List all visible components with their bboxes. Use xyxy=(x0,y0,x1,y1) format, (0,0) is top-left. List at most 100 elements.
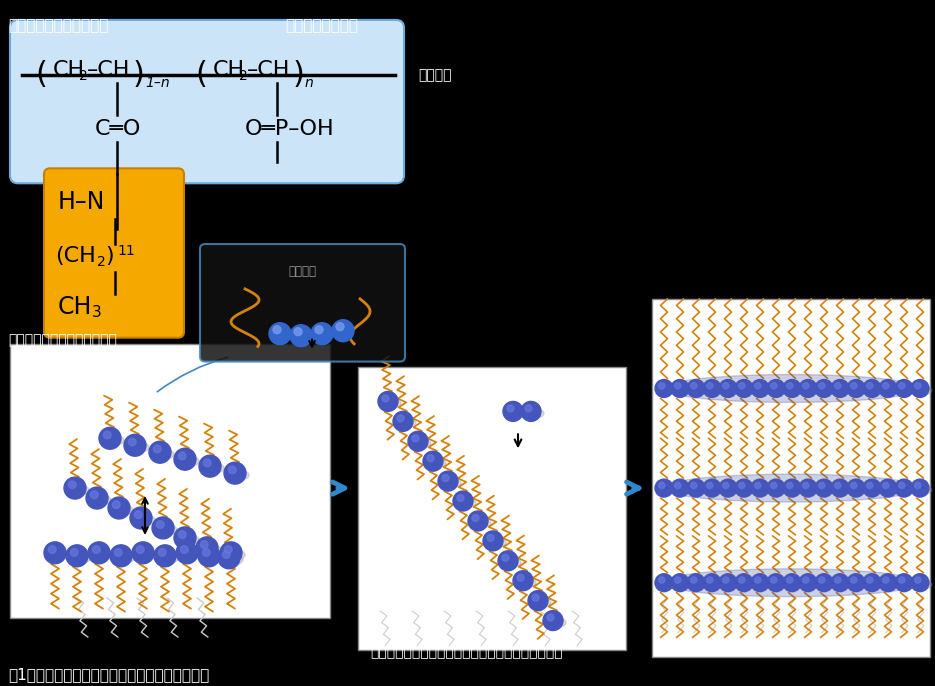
Circle shape xyxy=(156,521,165,528)
Text: CH: CH xyxy=(53,60,85,80)
Circle shape xyxy=(224,545,232,554)
Circle shape xyxy=(204,459,211,466)
Ellipse shape xyxy=(394,418,416,428)
Ellipse shape xyxy=(175,534,199,545)
Circle shape xyxy=(200,541,209,548)
Text: 図1　用いた化合物の構造とその自己組織化機構: 図1 用いた化合物の構造とその自己組織化機構 xyxy=(8,667,209,683)
Ellipse shape xyxy=(736,386,755,395)
Circle shape xyxy=(847,479,865,497)
Circle shape xyxy=(786,577,793,583)
Circle shape xyxy=(174,448,196,470)
Ellipse shape xyxy=(131,514,155,525)
FancyBboxPatch shape xyxy=(10,20,404,183)
Circle shape xyxy=(847,573,865,592)
Ellipse shape xyxy=(153,524,177,535)
Circle shape xyxy=(99,427,121,449)
Ellipse shape xyxy=(200,462,224,473)
Text: O═P–OH: O═P–OH xyxy=(245,119,335,139)
Text: 1–n: 1–n xyxy=(145,75,169,90)
Circle shape xyxy=(108,497,130,519)
Ellipse shape xyxy=(522,408,544,418)
Ellipse shape xyxy=(67,552,91,563)
Circle shape xyxy=(723,577,729,583)
Circle shape xyxy=(88,542,110,564)
Circle shape xyxy=(703,573,721,592)
Circle shape xyxy=(196,537,218,559)
Circle shape xyxy=(218,547,240,569)
Ellipse shape xyxy=(832,486,852,495)
Circle shape xyxy=(483,531,503,551)
Circle shape xyxy=(91,491,98,499)
Circle shape xyxy=(179,531,186,539)
Circle shape xyxy=(739,577,745,583)
Circle shape xyxy=(786,383,793,389)
Circle shape xyxy=(831,479,849,497)
Ellipse shape xyxy=(880,580,899,589)
Circle shape xyxy=(879,379,897,397)
Circle shape xyxy=(68,481,76,488)
Ellipse shape xyxy=(784,486,804,495)
Circle shape xyxy=(883,577,889,583)
Circle shape xyxy=(691,383,697,389)
Circle shape xyxy=(507,405,514,412)
Circle shape xyxy=(799,479,817,497)
Circle shape xyxy=(453,491,473,511)
Ellipse shape xyxy=(800,580,820,589)
Circle shape xyxy=(819,383,825,389)
Ellipse shape xyxy=(469,518,491,528)
Ellipse shape xyxy=(720,486,740,495)
Circle shape xyxy=(703,479,721,497)
Text: (: ( xyxy=(195,60,207,89)
Circle shape xyxy=(719,379,737,397)
Circle shape xyxy=(802,383,809,389)
Circle shape xyxy=(487,534,494,541)
Circle shape xyxy=(336,322,344,331)
Ellipse shape xyxy=(880,386,899,395)
Circle shape xyxy=(739,482,745,488)
FancyBboxPatch shape xyxy=(358,366,626,650)
Ellipse shape xyxy=(784,386,804,395)
Circle shape xyxy=(199,456,221,477)
Circle shape xyxy=(423,451,443,471)
Circle shape xyxy=(687,479,705,497)
Circle shape xyxy=(835,482,841,488)
Circle shape xyxy=(835,383,841,389)
Ellipse shape xyxy=(752,486,772,495)
Circle shape xyxy=(93,545,100,554)
Circle shape xyxy=(671,479,689,497)
Ellipse shape xyxy=(848,386,868,395)
Circle shape xyxy=(751,479,769,497)
Circle shape xyxy=(438,471,458,491)
Circle shape xyxy=(70,549,79,556)
Circle shape xyxy=(397,415,404,422)
Circle shape xyxy=(863,479,881,497)
Circle shape xyxy=(130,507,152,529)
Text: 2: 2 xyxy=(79,69,88,83)
Circle shape xyxy=(220,542,242,564)
FancyBboxPatch shape xyxy=(652,299,930,657)
Circle shape xyxy=(815,479,833,497)
Ellipse shape xyxy=(864,580,884,589)
Text: (CH: (CH xyxy=(55,246,95,266)
Ellipse shape xyxy=(108,504,133,515)
Text: ): ) xyxy=(105,246,114,266)
Circle shape xyxy=(735,479,753,497)
Circle shape xyxy=(879,573,897,592)
Circle shape xyxy=(723,482,729,488)
Circle shape xyxy=(911,479,929,497)
Circle shape xyxy=(128,438,137,446)
Circle shape xyxy=(883,482,889,488)
Circle shape xyxy=(658,383,665,389)
Circle shape xyxy=(707,482,712,488)
Circle shape xyxy=(224,462,246,484)
Ellipse shape xyxy=(409,438,431,448)
Circle shape xyxy=(135,511,142,519)
Text: ドデシルアクリルアミド: ドデシルアクリルアミド xyxy=(8,18,108,33)
Circle shape xyxy=(867,482,873,488)
Circle shape xyxy=(847,379,865,397)
Ellipse shape xyxy=(768,580,788,589)
Circle shape xyxy=(895,379,913,397)
Circle shape xyxy=(158,549,166,556)
Circle shape xyxy=(739,383,745,389)
Circle shape xyxy=(228,466,237,474)
